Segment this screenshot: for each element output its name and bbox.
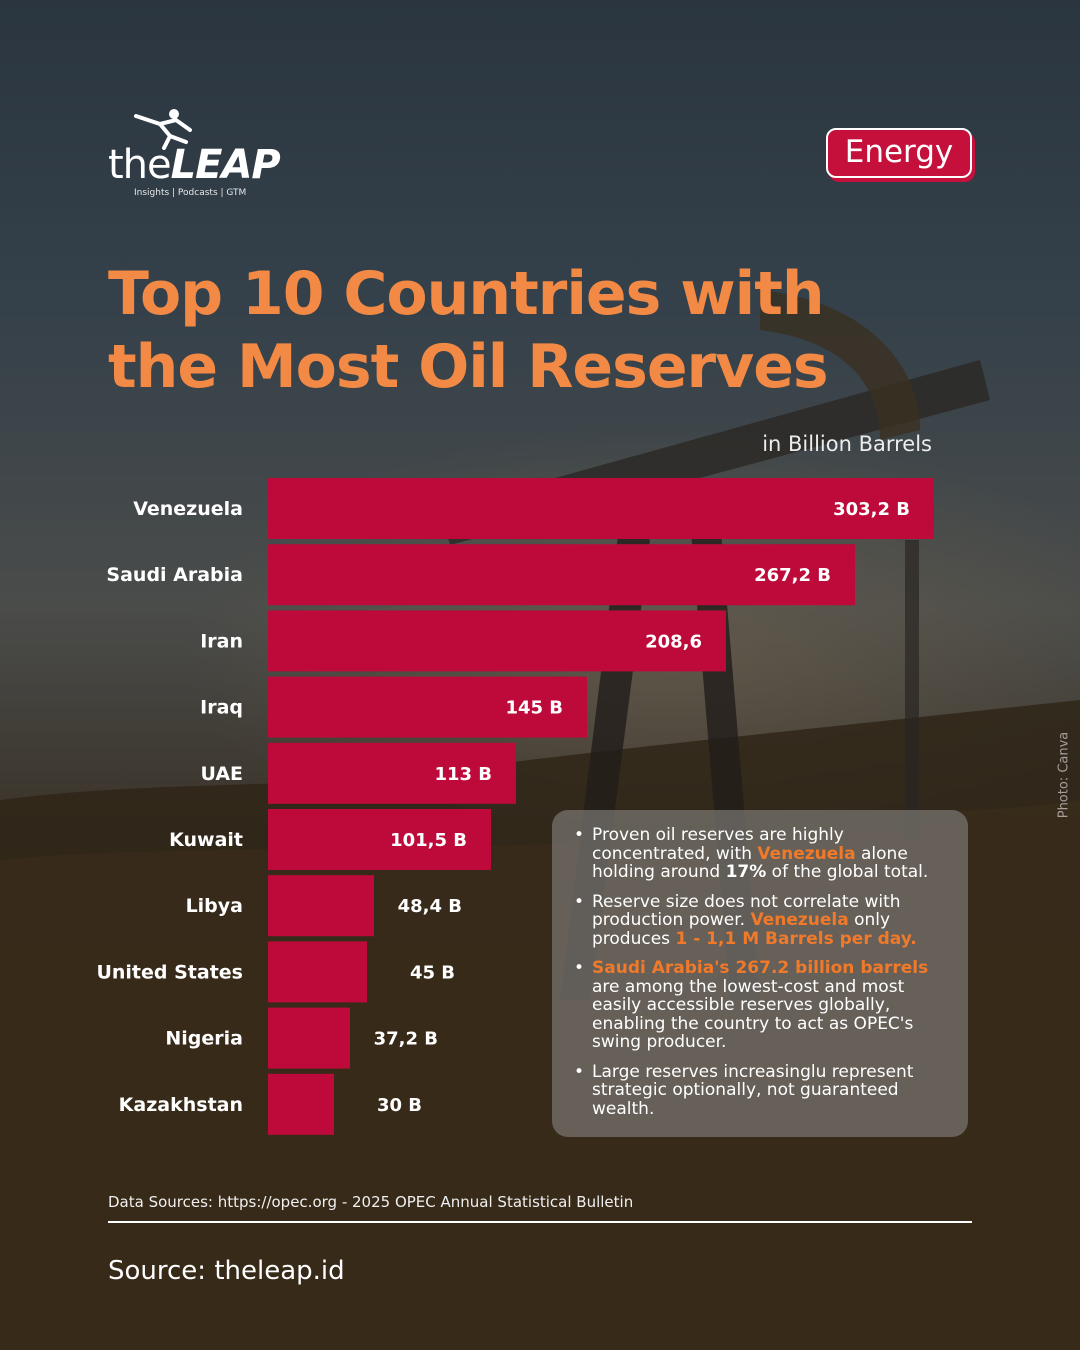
bar-venezuela bbox=[268, 478, 934, 539]
unit-label: in Billion Barrels bbox=[762, 432, 932, 456]
brand-name-bold: LEAP bbox=[170, 142, 281, 188]
note-highlight: Saudi Arabia's 267.2 billion barrels bbox=[592, 958, 929, 978]
site-source: Source: theleap.id bbox=[108, 1256, 345, 1286]
note-item: Proven oil reserves are highly concentra… bbox=[574, 826, 952, 882]
divider bbox=[108, 1221, 972, 1223]
note-text: Reserve size does not correlate with pro… bbox=[592, 891, 901, 930]
title-line-2: the Most Oil Reserves bbox=[108, 332, 829, 402]
category-tag: Energy bbox=[826, 128, 972, 178]
note-text: of the global total. bbox=[766, 862, 929, 882]
category-label: Iran bbox=[200, 630, 243, 652]
runner-icon bbox=[134, 109, 192, 150]
title-line-1: Top 10 Countries with bbox=[108, 259, 825, 329]
value-label: 48,4 B bbox=[398, 896, 462, 917]
bar-uae bbox=[268, 742, 516, 804]
value-label: 303,2 B bbox=[833, 499, 910, 520]
value-label: 267,2 B bbox=[754, 565, 831, 586]
value-label: 208,6 bbox=[645, 631, 702, 652]
category-label: Nigeria bbox=[165, 1028, 243, 1050]
note-highlight: Venezuela bbox=[750, 910, 849, 930]
bar-kuwait bbox=[268, 809, 491, 870]
brand-wordmark: theLEAP bbox=[108, 142, 281, 188]
note-item: Reserve size does not correlate with pro… bbox=[574, 891, 952, 949]
note-item: Saudi Arabia's 267.2 billion barrels are… bbox=[574, 959, 952, 1052]
category-label: Libya bbox=[186, 895, 243, 917]
bar-kazakhstan bbox=[268, 1073, 334, 1135]
value-label: 113 B bbox=[434, 764, 492, 785]
category-label: UAE bbox=[200, 763, 243, 785]
category-label: Saudi Arabia bbox=[106, 564, 243, 586]
value-label: 30 B bbox=[377, 1095, 422, 1116]
value-label: 45 B bbox=[410, 962, 455, 983]
note-highlight: 1 - 1,1 M Barrels per day. bbox=[675, 928, 917, 949]
category-label: United States bbox=[96, 961, 243, 983]
note-text: Large reserves increasinglu represent st… bbox=[592, 1061, 914, 1119]
category-label: Iraq bbox=[200, 697, 243, 719]
bar-iraq bbox=[268, 676, 587, 738]
brand-tagline: Insights | Podcasts | GTM bbox=[134, 188, 247, 198]
note-item: Large reserves increasinglu represent st… bbox=[574, 1061, 952, 1119]
category-label: Kuwait bbox=[169, 829, 243, 851]
note-text: Proven oil reserves are highly concentra… bbox=[592, 825, 844, 864]
brand-name-light: the bbox=[108, 142, 172, 188]
brand-logo: theLEAP Insights | Podcasts | GTM bbox=[108, 106, 308, 202]
category-label: Kazakhstan bbox=[119, 1094, 243, 1116]
page-title: Top 10 Countries with the Most Oil Reser… bbox=[108, 258, 988, 404]
note-text: are among the lowest-cost and most easil… bbox=[592, 976, 914, 1052]
bar-nigeria bbox=[268, 1007, 350, 1069]
bar-libya bbox=[268, 875, 374, 937]
bar-iran bbox=[268, 610, 726, 672]
value-label: 145 B bbox=[505, 698, 563, 719]
category-label: Venezuela bbox=[133, 498, 243, 520]
note-text: 17% bbox=[725, 862, 767, 882]
bar-saudi-arabia bbox=[268, 544, 855, 606]
note-text: alone holding around bbox=[592, 843, 908, 882]
photo-credit: Photo: Canva bbox=[1056, 731, 1072, 819]
bar-united-states bbox=[268, 941, 367, 1003]
notes-panel: Proven oil reserves are highly concentra… bbox=[552, 810, 968, 1137]
data-source: Data Sources: https://opec.org - 2025 OP… bbox=[108, 1193, 634, 1211]
value-label: 37,2 B bbox=[374, 1029, 438, 1050]
note-text: only produces bbox=[592, 910, 891, 949]
note-highlight: Venezuela bbox=[757, 843, 856, 864]
notes-list: Proven oil reserves are highly concentra… bbox=[574, 826, 952, 1118]
value-label: 101,5 B bbox=[390, 830, 467, 851]
